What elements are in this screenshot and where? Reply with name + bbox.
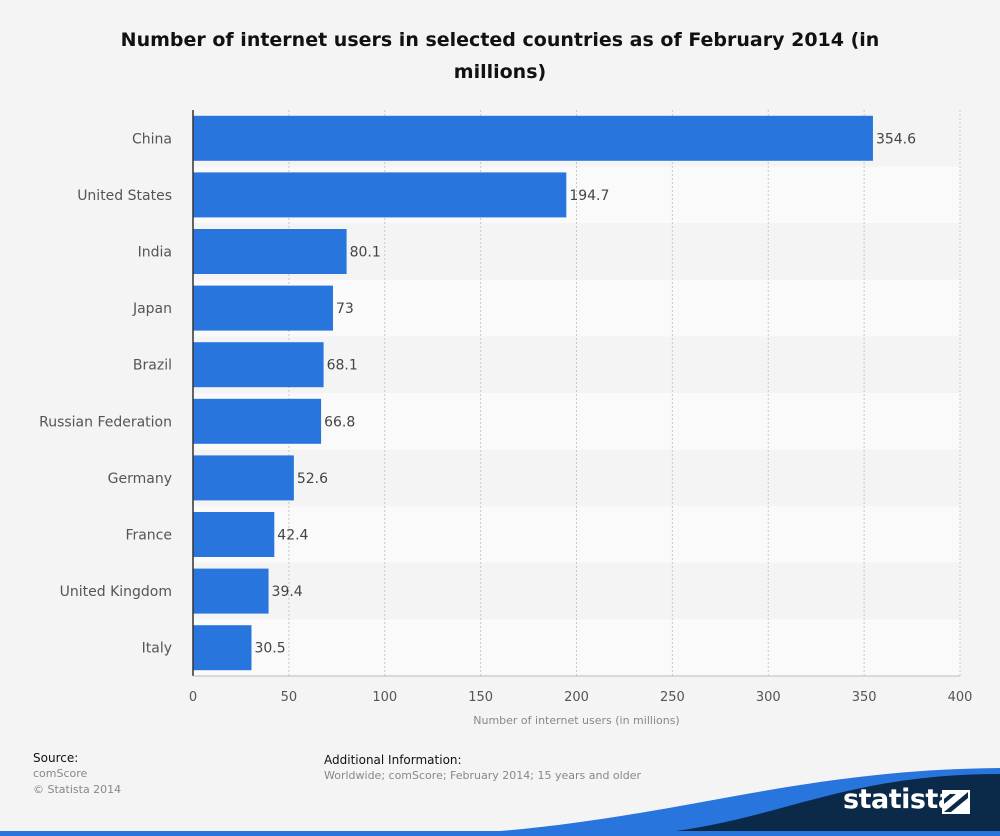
- bar-italy: [193, 625, 252, 671]
- x-tick-label: 0: [189, 690, 197, 705]
- data-label: 73: [336, 301, 354, 317]
- x-tick-label: 300: [756, 690, 781, 705]
- x-tick-label: 400: [948, 690, 973, 705]
- category-label: China: [132, 131, 172, 147]
- x-tick-label: 350: [852, 690, 877, 705]
- x-tick-label: 150: [468, 690, 493, 705]
- source-block: Source: comScore © Statista 2014: [33, 750, 121, 798]
- additional-info-heading: Additional Information:: [324, 753, 462, 767]
- bar-france: [193, 512, 275, 557]
- category-label: United States: [77, 188, 172, 204]
- bar-germany: [193, 455, 294, 501]
- additional-info-text: Worldwide; comScore; February 2014; 15 y…: [324, 769, 641, 782]
- category-label: United Kingdom: [60, 584, 172, 600]
- category-label: India: [138, 245, 172, 261]
- data-label: 80.1: [350, 245, 381, 261]
- source-heading: Source:: [33, 751, 79, 765]
- source-line-1: comScore: [33, 767, 88, 780]
- bar-china: [193, 115, 873, 161]
- bar-japan: [193, 285, 333, 331]
- x-tick-label: 250: [660, 690, 685, 705]
- data-label: 30.5: [254, 641, 285, 657]
- category-label: France: [125, 528, 172, 544]
- category-label: Italy: [142, 641, 172, 657]
- category-label: Brazil: [133, 358, 172, 374]
- data-label: 42.4: [277, 528, 308, 544]
- additional-info-block: Additional Information: Worldwide; comSc…: [324, 752, 641, 784]
- data-label: 39.4: [272, 584, 303, 600]
- statista-wordmark[interactable]: statista: [843, 784, 956, 815]
- bar-russian-federation: [193, 398, 322, 444]
- statista-logo-icon: [942, 790, 970, 814]
- x-tick-label: 100: [372, 690, 397, 705]
- data-label: 68.1: [327, 358, 358, 374]
- category-label: Germany: [108, 471, 172, 487]
- data-label: 66.8: [324, 414, 355, 430]
- category-label: Russian Federation: [39, 414, 172, 430]
- bar-india: [193, 229, 347, 274]
- chart-title: Number of internet users in selected cou…: [120, 29, 880, 83]
- x-axis-title: Number of internet users (in millions): [473, 714, 679, 727]
- bar-united-states: [193, 172, 567, 218]
- data-label: 194.7: [569, 188, 609, 204]
- category-label: Japan: [132, 301, 172, 317]
- bar-united-kingdom: [193, 568, 269, 614]
- x-tick-label: 200: [564, 690, 589, 705]
- source-line-2: © Statista 2014: [33, 783, 122, 796]
- data-label: 52.6: [297, 471, 328, 487]
- x-tick-label: 50: [281, 690, 298, 705]
- bar-brazil: [193, 342, 324, 388]
- data-label: 354.6: [876, 131, 916, 147]
